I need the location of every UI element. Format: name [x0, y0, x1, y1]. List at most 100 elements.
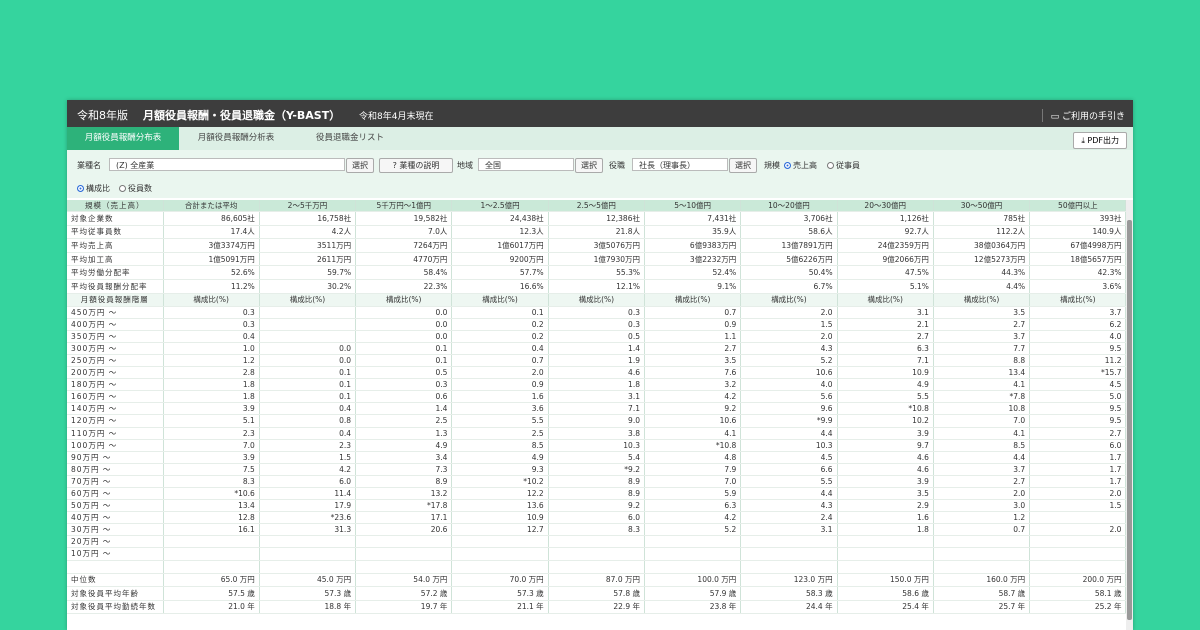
table-cell — [259, 547, 357, 561]
table-cell: 3億2232万円 — [644, 252, 742, 267]
table-row: 140万円 ～ 3.9 0.4 1.4 3.6 7.1 9.2 9.6 *10.8 10.8 9.5 — [67, 402, 1127, 416]
table-cell — [740, 547, 838, 561]
table-cell: 0.8 — [259, 414, 357, 428]
table-cell: 0.9 — [644, 318, 742, 331]
table-cell — [644, 560, 742, 574]
row-label: 140万円 ～ — [67, 402, 164, 416]
table-cell: 44.3% — [933, 265, 1031, 280]
table-cell: 57.3 歳 — [451, 586, 549, 601]
table-cell: 9.0 — [548, 414, 645, 428]
table-cell: 4.9 — [837, 378, 934, 392]
table-cell: 2.0 — [740, 306, 838, 319]
table-cell: 7.1 — [837, 354, 934, 368]
table-cell: 10～20億円 — [740, 200, 838, 212]
table-cell: 0.3 — [548, 318, 645, 331]
table-row: 平均加工高 1億5091万円 2611万円 4770万円 9200万円 1億7930万円 3… — [67, 252, 1127, 267]
table-cell: 5～10億円 — [644, 200, 742, 212]
table-cell: 5億6226万円 — [740, 252, 838, 267]
table-cell: 3,706社 — [740, 211, 838, 226]
row-label: 300万円 ～ — [67, 342, 164, 355]
table-cell: 1.5 — [740, 318, 838, 331]
tab-bar: 月額役員報酬分布表 月額役員報酬分析表 役員退職金リスト ⤓ PDF出力 — [67, 127, 1133, 150]
select-button[interactable]: 選択 — [575, 158, 603, 173]
table-row: 400万円 ～ 0.3 0.0 0.2 0.3 0.9 1.5 2.1 2.7 6.2 — [67, 318, 1127, 331]
table-cell: 5.6 — [740, 390, 838, 404]
radio-label[interactable]: 売上高 — [793, 161, 817, 170]
table-cell: 2.0 — [1029, 523, 1127, 537]
table-cell: 2.5 — [355, 414, 453, 428]
table-cell: 構成比(%) — [355, 293, 453, 307]
table-cell: 0.4 — [451, 342, 549, 355]
table-cell: 1,126社 — [837, 211, 934, 226]
tab[interactable]: 月額役員報酬分析表 — [197, 133, 275, 143]
table-cell: *17.8 — [355, 499, 453, 513]
table-cell: 3.9 — [163, 451, 260, 464]
table-cell: 3.2 — [644, 378, 742, 392]
table-cell: 0.1 — [259, 366, 357, 380]
industry-input[interactable]: (Z) 全産業 — [109, 158, 345, 171]
table-cell: 5.2 — [740, 354, 838, 368]
row-label: 200万円 ～ — [67, 366, 164, 380]
table-cell: 12.8 — [163, 511, 260, 525]
tab[interactable]: 月額役員報酬分布表 — [67, 127, 179, 150]
table-cell: 3.8 — [548, 427, 645, 440]
radio-label[interactable]: 構成比 — [86, 184, 110, 193]
table-cell: 5.9 — [644, 487, 742, 501]
table-cell: 57.3 歳 — [259, 586, 357, 601]
table-cell: 57.7% — [451, 265, 549, 280]
table-cell: 17.4人 — [163, 225, 260, 240]
scrollbar[interactable] — [1126, 200, 1133, 630]
table-cell: 5.1% — [837, 279, 934, 294]
table-cell: 0.2 — [451, 330, 549, 343]
table-cell: 2.7 — [1029, 427, 1127, 440]
tab[interactable]: 役員退職金リスト — [315, 133, 384, 143]
table-cell: 6.3 — [837, 342, 934, 355]
table-cell: 9.5 — [1029, 402, 1127, 416]
radio[interactable]: 役員数 — [119, 183, 152, 194]
radio[interactable]: 売上高 — [784, 160, 817, 171]
table-cell: 0.4 — [259, 427, 357, 440]
table-cell: 31.3 — [259, 523, 357, 537]
table-cell: 2.0 — [740, 330, 838, 343]
table-cell: 5.5 — [740, 475, 838, 488]
table-cell — [933, 547, 1031, 561]
title-bar: 令和8年版 月額役員報酬・役員退職金（Y-BAST） 令和8年4月末現在 ▭ ご… — [67, 100, 1133, 127]
table-cell: 8.3 — [548, 523, 645, 537]
table-cell: 合計または平均 — [163, 200, 260, 212]
region-input[interactable]: 全国 — [478, 158, 574, 171]
table-cell: 0.3 — [548, 306, 645, 319]
radio[interactable]: 構成比 — [77, 183, 110, 194]
table-cell: 0.6 — [355, 390, 453, 404]
table-cell: 2.5～5億円 — [548, 200, 645, 212]
select-button[interactable]: 選択 — [346, 158, 374, 173]
table-cell: 0.7 — [933, 523, 1031, 537]
table-cell: 4.0 — [740, 378, 838, 392]
position-input[interactable]: 社長（理事長） — [632, 158, 728, 171]
pdf-label[interactable]: PDF出力 — [1087, 136, 1119, 145]
radio-label[interactable]: 従事員 — [836, 161, 860, 170]
pdf-button[interactable]: ⤓ PDF出力 — [1073, 132, 1127, 149]
table-cell: 2.7 — [933, 318, 1031, 331]
scroll-thumb[interactable] — [1127, 220, 1132, 620]
table-row: 100万円 ～ 7.0 2.3 4.9 8.5 10.3 *10.8 10.3 9.7 8.5 6.… — [67, 439, 1127, 452]
table-row — [67, 560, 1127, 574]
table-row: 160万円 ～ 1.8 0.1 0.6 1.6 3.1 4.2 5.6 5.5 *7.8 5.0 — [67, 390, 1127, 404]
radio[interactable]: 従事員 — [827, 160, 860, 171]
table-cell: 4.1 — [933, 427, 1031, 440]
table-cell: 12.7 — [451, 523, 549, 537]
select-button[interactable]: 選択 — [729, 158, 757, 173]
industry-help-text[interactable]: 業種の説明 — [399, 161, 440, 170]
help-text[interactable]: ご利用の手引き — [1061, 112, 1125, 122]
table-cell: 65.0 万円 — [163, 573, 260, 588]
help-link[interactable]: ▭ ご利用の手引き — [1041, 109, 1125, 122]
row-label: 100万円 ～ — [67, 439, 164, 452]
table-cell: 30.2% — [259, 279, 357, 294]
table-cell — [837, 547, 934, 561]
table-cell: 9.1% — [644, 279, 742, 294]
radio-label[interactable]: 役員数 — [128, 184, 152, 193]
table-cell: 9.7 — [837, 439, 934, 452]
table-cell: 13億7891万円 — [740, 238, 838, 253]
industry-help-button[interactable]: ? 業種の説明 — [379, 158, 453, 173]
row-label: 平均役員報酬分配率 — [67, 279, 164, 294]
table-cell: 6.7% — [740, 279, 838, 294]
